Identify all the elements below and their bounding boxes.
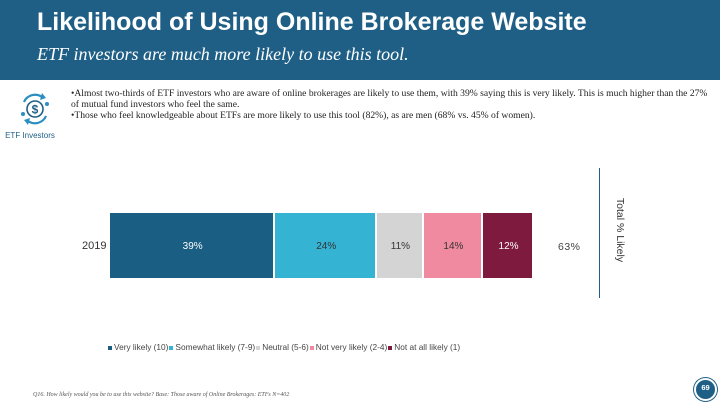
legend: Very likely (10) Somewhat likely (7-9) Neu… [108, 342, 461, 352]
legend-item-3: Neutral (5-6) [256, 342, 309, 352]
bullet-2: •Those who feel knowledgeable about ETFs… [71, 110, 536, 121]
legend-item-5: Not at all likely (1) [388, 342, 460, 352]
bar-value-label-4: 14% [443, 241, 464, 252]
bar-segment-1 [110, 213, 274, 278]
legend-label: Not at all likely (1) [394, 342, 461, 352]
bar-value-label-1: 39% [182, 241, 203, 252]
bar-segment-3 [377, 213, 422, 278]
legend-swatch [256, 345, 261, 350]
page-number: 69 [701, 383, 710, 392]
total-likely-label: Total % Likely [614, 197, 626, 263]
legend-swatch [108, 345, 112, 350]
bar-segment-5 [483, 213, 532, 278]
category-label: 2019 [82, 240, 107, 252]
bar-segment-2 [275, 213, 376, 278]
investor-label: ETF Investors [5, 131, 55, 140]
bar-value-label-5: 12% [498, 241, 519, 252]
legend-label: Somewhat likely (7-9) [175, 342, 256, 352]
svg-text:$: $ [32, 103, 39, 117]
investor-money-cycle-icon: $ [21, 93, 49, 125]
bar-segment-4 [423, 213, 482, 278]
total-likely-label-box: Total % Likely [614, 175, 626, 285]
legend-item-2: Somewhat likely (7-9) [169, 342, 255, 352]
footnote: Q16. How likely would you be to use this… [33, 392, 290, 398]
bar-value-label-2: 24% [316, 241, 337, 252]
page-number-badge: 69 [694, 378, 717, 401]
page-subtitle: ETF investors are much more likely to us… [37, 44, 409, 64]
legend-swatch [169, 345, 174, 350]
total-divider [599, 168, 600, 298]
total-likely-value: 63% [558, 241, 581, 253]
bullet-1: •Almost two-thirds of ETF investors who … [71, 88, 708, 110]
legend-item-4: Not very likely (2-4) [309, 342, 388, 352]
legend-item-1: Very likely (10) [108, 342, 168, 352]
header-banner: Likelihood of Using Online Brokerage Web… [0, 0, 720, 80]
legend-swatch [309, 345, 314, 350]
legend-swatch [388, 345, 393, 350]
page-title: Likelihood of Using Online Brokerage Web… [37, 8, 587, 36]
legend-label: Very likely (10) [114, 342, 169, 352]
bar-value-label-3: 11% [390, 241, 411, 252]
stacked-bar: 39% 24% 11% 14% 12% [110, 213, 534, 278]
summary-bullets: •Almost two-thirds of ETF investors who … [71, 88, 711, 121]
legend-label: Not very likely (2-4) [315, 342, 388, 352]
legend-label: Neutral (5-6) [262, 342, 309, 352]
